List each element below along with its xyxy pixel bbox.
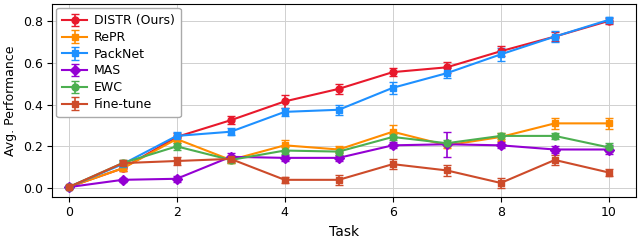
Y-axis label: Avg. Performance: Avg. Performance <box>4 45 17 156</box>
Legend: DISTR (Ours), RePR, PackNet, MAS, EWC, Fine-tune: DISTR (Ours), RePR, PackNet, MAS, EWC, F… <box>56 8 181 117</box>
X-axis label: Task: Task <box>329 225 359 239</box>
